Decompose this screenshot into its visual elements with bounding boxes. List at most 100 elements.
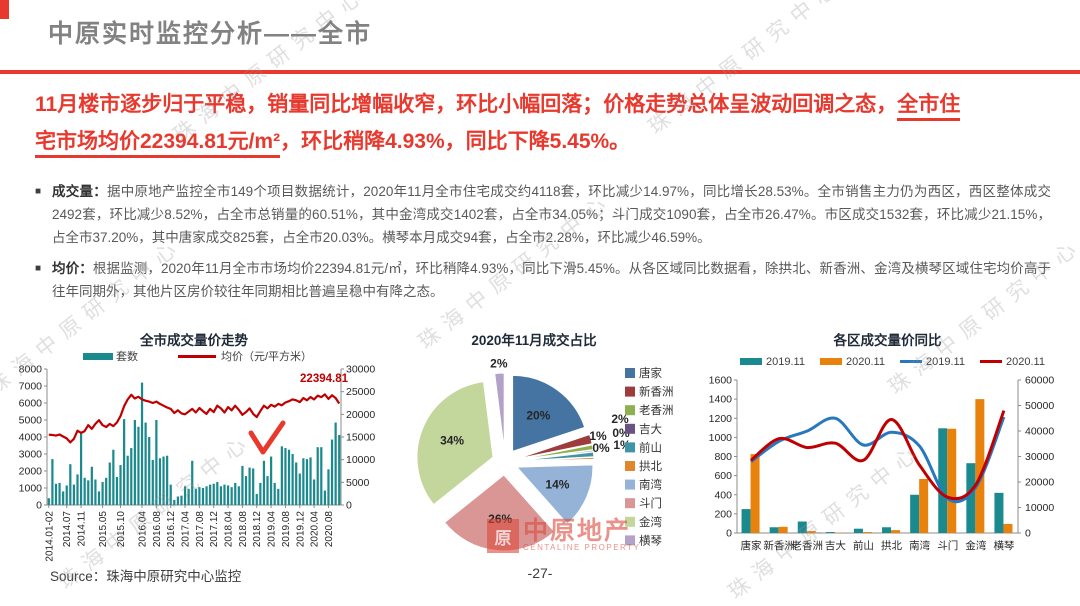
banner-line2-underlined: 宅市场均价22394.81元/m² [35,130,280,158]
banner-line1-text: 11月楼市逐步归于平稳，销量同比增幅收窄，环比小幅回落；价格走势总体呈波动回调之… [35,93,897,116]
bullet-price: ■均价：根据监测，2020年11月全市市场均价22394.81元/㎡，环比稍降4… [35,257,1051,303]
summary-bullets: ■ 成交量：据中原地产监控全市149个项目数据统计，2020年11月全市住宅成交约… [35,180,1051,310]
svg-text:老香洲: 老香洲 [792,539,824,552]
svg-text:2020.08: 2020.08 [324,511,335,548]
svg-text:金湾: 金湾 [965,539,987,552]
svg-text:40000: 40000 [1025,426,1054,438]
svg-text:0: 0 [1025,528,1031,540]
svg-text:2014.01-02: 2014.01-02 [44,511,55,562]
bullet-price-text: 根据监测，2020年11月全市市场均价22394.81元/㎡，环比稍降4.93%… [52,261,1051,299]
svg-text:2%: 2% [490,356,508,370]
bullet-square-icon: ■ [35,183,41,200]
svg-text:吉大: 吉大 [825,539,847,552]
trend-chart-title: 全市成交量价走势 [139,332,248,348]
svg-text:10000: 10000 [1025,502,1054,514]
svg-text:7000: 7000 [19,381,43,393]
svg-text:老香洲: 老香洲 [639,404,674,417]
svg-text:5000: 5000 [19,415,43,427]
svg-text:20000: 20000 [1025,477,1054,489]
svg-text:0%: 0% [592,441,610,455]
svg-text:吉大: 吉大 [639,422,662,436]
svg-text:4000: 4000 [19,432,43,444]
svg-text:金湾: 金湾 [639,515,662,529]
svg-text:2018.04: 2018.04 [224,511,235,548]
bullet-volume-text: 据中原地产监控全市149个项目数据统计，2020年11月全市住宅成交约4118套… [52,184,1051,245]
svg-text:唐家: 唐家 [741,539,762,552]
bullet-volume-label: 成交量： [52,184,107,199]
svg-text:26%: 26% [488,512,512,526]
district-line-2020 [751,411,1004,499]
svg-text:0: 0 [36,500,42,512]
svg-text:前山: 前山 [639,440,662,454]
svg-text:2019.11: 2019.11 [766,356,805,368]
svg-text:20%: 20% [526,409,550,423]
svg-text:南湾: 南湾 [909,539,930,552]
svg-text:2015.05: 2015.05 [98,511,109,548]
trend-annotation: 22394.81 [300,373,349,385]
svg-text:新香洲: 新香洲 [639,385,674,399]
svg-text:斗门: 斗门 [937,539,958,552]
svg-text:套数: 套数 [116,350,138,363]
svg-text:2017.04: 2017.04 [181,511,192,548]
svg-text:2019.08: 2019.08 [281,511,292,548]
svg-text:1000: 1000 [19,483,43,495]
svg-text:2020.04: 2020.04 [310,511,321,548]
svg-text:30000: 30000 [346,364,375,376]
svg-text:唐家: 唐家 [639,366,662,380]
svg-text:2019.04: 2019.04 [267,511,278,548]
svg-text:横琴: 横琴 [993,539,1014,552]
share-pie-canvas: 2020年11月成交占比20%2%1%0%1%0%14%26%34%2%唐家新香… [388,316,698,578]
trend-price-line [49,394,339,442]
svg-text:3000: 3000 [19,449,43,461]
bullet-volume: ■ 成交量：据中原地产监控全市149个项目数据统计，2020年11月全市住宅成交约… [35,180,1051,250]
svg-text:拱北: 拱北 [881,539,902,552]
svg-text:2019.11: 2019.11 [926,356,965,368]
svg-text:15000: 15000 [346,432,375,444]
svg-text:2017.08: 2017.08 [195,511,206,548]
svg-text:2015.10: 2015.10 [116,511,127,548]
page-number: -27- [0,565,1080,581]
banner-line1: 11月楼市逐步归于平稳，销量同比增幅收窄，环比小幅回落；价格走势总体呈波动回调之… [35,86,1049,123]
title-divider [0,70,1080,74]
svg-text:6000: 6000 [19,398,43,410]
svg-text:50000: 50000 [1025,400,1054,412]
svg-text:2018.08: 2018.08 [238,511,249,548]
svg-text:2016.12: 2016.12 [166,511,177,548]
svg-text:200: 200 [714,508,732,520]
hand-drawn-check-icon [246,418,288,460]
svg-text:600: 600 [714,470,732,482]
svg-text:0: 0 [726,528,732,540]
svg-text:400: 400 [714,489,732,501]
svg-text:2020.11: 2020.11 [846,356,885,368]
svg-text:10000: 10000 [346,454,375,466]
svg-text:均价（元/平方米）: 均价（元/平方米） [221,349,312,363]
svg-text:前山: 前山 [853,539,874,552]
page-title: 中原实时监控分析——全市 [48,14,372,50]
svg-text:8000: 8000 [19,364,43,376]
district-bars [742,399,1013,533]
corner-accent [0,0,9,19]
bullet-square-icon: ■ [35,260,41,277]
svg-text:2014.11: 2014.11 [77,511,88,547]
svg-text:横琴: 横琴 [639,533,662,547]
svg-text:2014.07: 2014.07 [62,511,73,548]
svg-text:拱北: 拱北 [639,459,662,473]
svg-text:2020.11: 2020.11 [1006,356,1045,368]
svg-text:1200: 1200 [709,413,733,425]
svg-text:14%: 14% [545,478,569,492]
pie-chart-title: 2020年11月成交占比 [471,332,596,348]
banner-line1-underlined: 全市住 [897,93,960,121]
svg-text:2019.12: 2019.12 [295,511,306,548]
trend-chart: 全市成交量价走势套数 均价（元/平方米） 0 1000 2000 3000 4000 5000… [12,316,384,578]
svg-text:1400: 1400 [709,394,733,406]
highlight-banner: 11月楼市逐步归于平稳，销量同比增幅收窄，环比小幅回落；价格走势总体呈波动回调之… [35,86,1049,160]
svg-text:2000: 2000 [19,466,43,478]
svg-text:斗门: 斗门 [639,496,662,510]
svg-text:2016.04: 2016.04 [138,511,149,548]
